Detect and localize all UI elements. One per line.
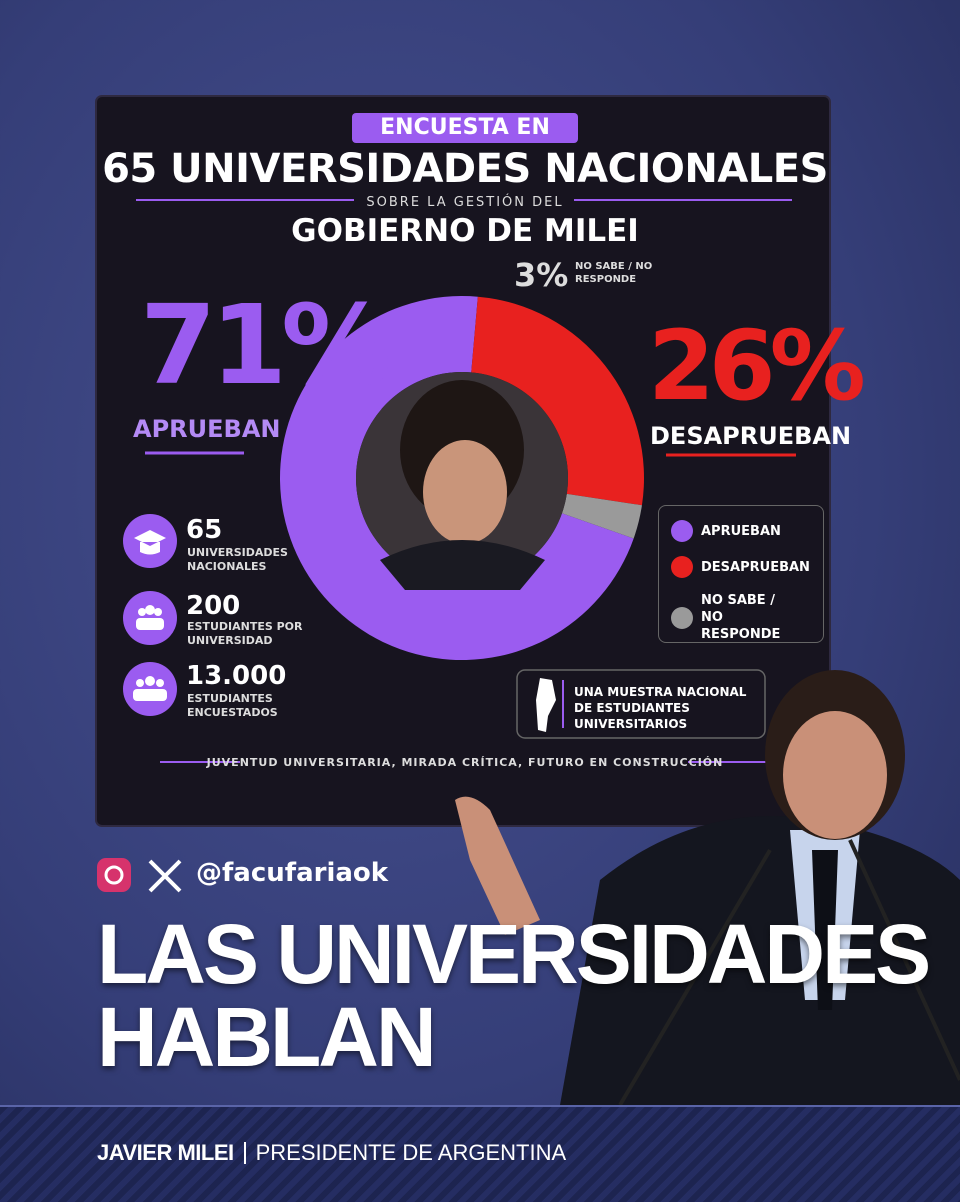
stat-number: 13.000 (186, 661, 287, 691)
x-icon (148, 859, 182, 893)
stat-number: 200 (186, 591, 241, 621)
portrait-face (423, 440, 507, 544)
instagram-icon (104, 865, 124, 885)
legend-swatch (671, 520, 693, 542)
speaker (455, 670, 960, 1107)
sample-note: UNA MUESTRA NACIONAL DE ESTUDIANTES UNIV… (574, 685, 747, 731)
caption: JAVIER MILEI PRESIDENTE DE ARGENTINA (97, 1140, 566, 1166)
stat-label: ESTUDIANTES ENCUESTADOS (187, 692, 278, 719)
cap-icon (134, 530, 166, 555)
value-label: 26% (648, 310, 866, 422)
donut-segment (471, 296, 644, 506)
map-icon (536, 678, 556, 732)
legend-label: DESAPRUEBAN (701, 559, 810, 575)
crowd-icon (133, 676, 167, 701)
instagram-icon (97, 858, 131, 892)
category-label: APRUEBAN (133, 415, 281, 443)
legend-item: APRUEBAN (671, 520, 781, 542)
headline: HABLAN (97, 990, 437, 1084)
people-icon (136, 605, 164, 630)
category-label: DESAPRUEBAN (650, 422, 852, 450)
note-box (516, 669, 766, 739)
legend: APRUEBAN DESAPRUEBAN NO SABE / NO RESPON… (658, 505, 824, 643)
stat-label: ESTUDIANTES POR UNIVERSIDAD (187, 620, 303, 647)
legend-label: APRUEBAN (701, 523, 781, 539)
donut-segment (561, 493, 642, 539)
caption-bar (0, 1105, 960, 1202)
headline: LAS UNIVERSIDADES (97, 907, 931, 1001)
legend-swatch (671, 606, 693, 629)
footer-slogan: JUVENTUD UNIVERSITARIA, MIRADA CRÍTICA, … (206, 756, 724, 769)
pill: ENCUESTA EN (352, 113, 578, 143)
legend-label: NO SABE / NO RESPONDE (701, 593, 781, 642)
caption-name: JAVIER MILEI (97, 1140, 234, 1165)
subtitle: SOBRE LA GESTIÓN DEL (366, 195, 564, 210)
caption-role: PRESIDENTE DE ARGENTINA (255, 1140, 567, 1165)
separator (243, 1142, 246, 1164)
handle[interactable]: @facufariaok (196, 858, 389, 888)
legend-item: DESAPRUEBAN (671, 556, 810, 578)
subtitle: GOBIERNO DE MILEI (291, 213, 639, 249)
donut-segment (280, 296, 634, 660)
value-label: 71% (140, 281, 391, 409)
donut (280, 296, 644, 660)
portrait-suit (380, 540, 545, 590)
category-label: NO SABE / NO RESPONDE (575, 261, 653, 285)
legend-swatch (671, 556, 693, 578)
value-label: 3% (514, 256, 569, 294)
stat-number: 65 (186, 515, 223, 545)
legend-item: NO SABE / NO RESPONDE (671, 592, 811, 643)
chart-title: 65 UNIVERSIDADES NACIONALES (102, 146, 828, 192)
stat-label: UNIVERSIDADES NACIONALES (187, 546, 288, 573)
